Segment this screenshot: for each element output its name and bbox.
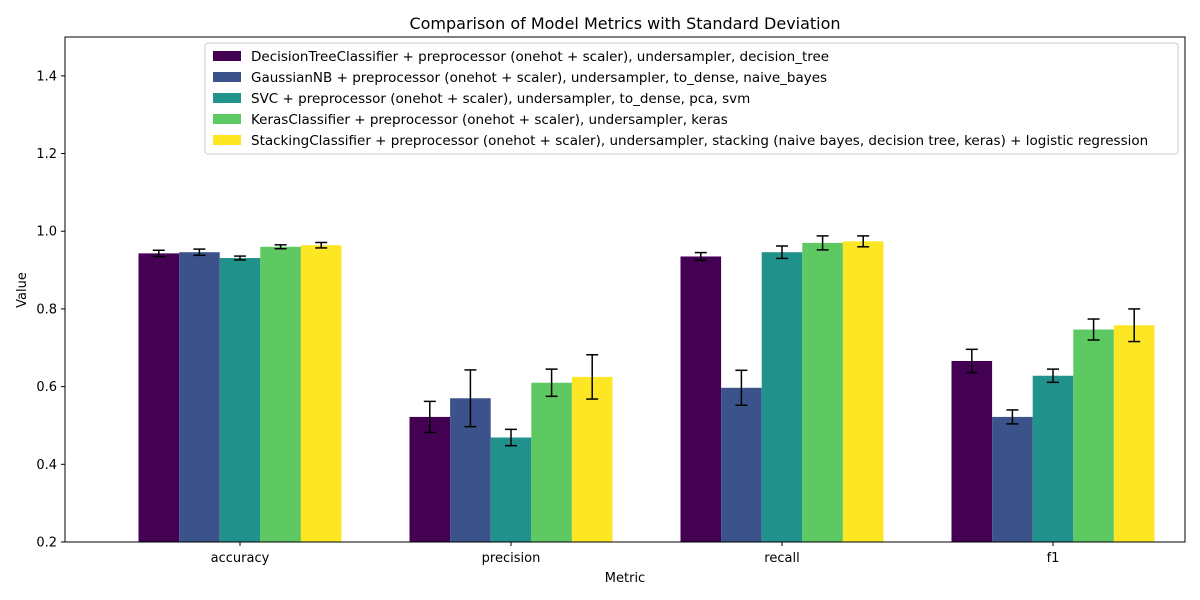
chart-title: Comparison of Model Metrics with Standar… (409, 14, 840, 33)
y-tick-label: 0.2 (36, 536, 57, 551)
y-tick-label: 1.0 (36, 225, 57, 240)
plot-frame (64, 36, 1186, 543)
y-tick-label: 0.6 (36, 380, 57, 395)
y-tick-label: 1.4 (36, 69, 57, 84)
bar (219, 258, 261, 542)
error-bar (193, 248, 206, 257)
legend-label: GaussianNB + preprocessor (onehot + scal… (251, 70, 827, 86)
legend-label: DecisionTreeClassifier + preprocessor (o… (251, 49, 829, 65)
legend-swatch (213, 135, 241, 145)
bar (531, 382, 572, 542)
legend-label: StackingClassifier + preprocessor (oneho… (251, 133, 1148, 149)
y-tick-label: 0.4 (36, 458, 57, 473)
error-bar (816, 235, 829, 251)
legend-swatch (213, 51, 241, 61)
bar (680, 256, 722, 542)
legend-swatch (213, 114, 241, 124)
bar (571, 376, 613, 542)
legend-box (204, 42, 1179, 155)
error-bar (423, 400, 436, 434)
bar (1032, 375, 1074, 542)
error-bar (857, 235, 870, 248)
legend: DecisionTreeClassifier + preprocessor (o… (204, 42, 1179, 155)
bar (761, 252, 803, 542)
bar (951, 360, 993, 542)
error-bar (1006, 409, 1019, 425)
bar (802, 242, 843, 542)
error-bar (776, 245, 788, 260)
error-bar (464, 369, 477, 428)
error-bar (965, 348, 978, 374)
legend-label: KerasClassifier + preprocessor (onehot +… (251, 112, 728, 128)
bar (842, 241, 884, 543)
error-bar (234, 255, 246, 261)
legend-swatch (213, 93, 241, 103)
legend-swatch (213, 72, 241, 82)
bar (1113, 325, 1155, 542)
x-tick-label: f1 (1047, 551, 1060, 566)
error-bar (1047, 368, 1059, 384)
y-axis-label: Value (15, 272, 30, 308)
error-bar (694, 251, 707, 262)
bar (490, 437, 532, 542)
error-bar (152, 249, 165, 258)
bar (179, 252, 220, 542)
error-bar (735, 369, 748, 407)
x-tick-label: precision (482, 551, 541, 566)
error-bar (1087, 318, 1100, 341)
error-bar (586, 354, 599, 400)
bar (138, 253, 180, 542)
error-bar (545, 368, 558, 398)
y-tick-label: 0.8 (36, 302, 57, 317)
bar (409, 416, 451, 542)
error-bar (1128, 308, 1141, 343)
bar (992, 416, 1033, 542)
y-tick-label: 1.2 (36, 147, 57, 162)
bar (721, 387, 762, 542)
x-tick-label: recall (764, 551, 799, 566)
legend-label: SVC + preprocessor (onehot + scaler), un… (251, 91, 750, 107)
error-bar (274, 244, 287, 250)
error-bar (505, 428, 517, 447)
bar (260, 246, 301, 542)
bar (1073, 329, 1114, 542)
x-axis-label: Metric (605, 571, 645, 586)
x-tick-label: accuracy (211, 551, 270, 566)
error-bar (315, 241, 328, 249)
bar (300, 245, 342, 542)
